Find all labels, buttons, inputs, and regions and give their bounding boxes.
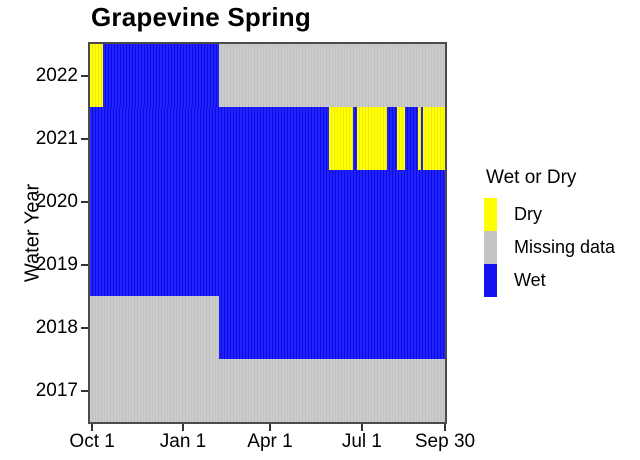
- heatmap-segment: [90, 170, 445, 233]
- y-tick: [81, 389, 88, 392]
- legend-swatch: [484, 231, 497, 264]
- x-tick: [268, 424, 271, 431]
- heatmap-row-2020: [90, 170, 445, 233]
- heatmap-row-2022: [90, 44, 445, 107]
- x-tick: [91, 424, 94, 431]
- heatmap-segment: [90, 44, 104, 107]
- heatmap-segment: [90, 107, 329, 170]
- legend-item-label: Dry: [514, 204, 542, 224]
- heatmap-segment: [404, 107, 419, 170]
- y-tick: [81, 263, 88, 266]
- y-tick: [81, 200, 88, 203]
- y-tick-label: 2019: [35, 253, 78, 275]
- x-tick-label: Jan 1: [159, 431, 207, 452]
- legend-item: Dry: [484, 198, 615, 231]
- heatmap-segment: [421, 107, 423, 170]
- plot-panel: [88, 42, 447, 424]
- y-tick: [81, 74, 88, 77]
- heatmap-segment: [103, 44, 219, 107]
- heatmap-segment: [418, 107, 422, 170]
- heatmap-segment: [396, 107, 405, 170]
- legend-swatch: [484, 198, 497, 231]
- heatmap-row-2017: [90, 359, 445, 422]
- y-tick: [81, 137, 88, 140]
- x-tick-label: Apr 1: [247, 431, 293, 452]
- y-tick-label: 2022: [35, 64, 78, 86]
- legend-item-label: Missing data: [514, 237, 616, 257]
- x-tick: [444, 424, 446, 431]
- y-tick-label: 2021: [35, 127, 78, 149]
- heatmap-segment: [386, 107, 397, 170]
- heatmap-segment: [90, 233, 445, 296]
- legend-items: Dry Missing data Wet: [484, 198, 615, 297]
- x-tick: [360, 424, 363, 431]
- y-tick-label: 2020: [35, 190, 78, 212]
- heatmap-segment: [90, 359, 445, 422]
- heatmap-segment: [328, 107, 354, 170]
- heatmap-row-2019: [90, 233, 445, 296]
- heatmap-segment: [422, 107, 445, 170]
- heatmap-row-2018: [90, 296, 445, 359]
- y-tick: [81, 326, 88, 329]
- legend: Wet or Dry Dry Missing data Wet: [484, 167, 615, 297]
- legend-swatch: [484, 264, 497, 297]
- x-tick-label: Jul 1: [341, 431, 382, 452]
- y-tick-label: 2017: [35, 379, 78, 401]
- legend-item-label: Wet: [514, 270, 546, 290]
- heatmap-segment: [218, 296, 445, 359]
- heatmap-segment: [90, 296, 219, 359]
- x-tick-label: Sep 30: [414, 431, 476, 452]
- heatmap-segment: [353, 107, 357, 170]
- legend-item: Wet: [484, 264, 615, 297]
- x-tick-label: Oct 1: [69, 431, 115, 452]
- legend-item: Missing data: [484, 231, 615, 264]
- y-tick-label: 2018: [35, 316, 78, 338]
- heatmap-segment: [218, 44, 445, 107]
- x-tick: [182, 424, 184, 431]
- chart-title: Grapevine Spring: [91, 2, 311, 32]
- legend-title: Wet or Dry: [486, 167, 577, 188]
- heatmap-segment: [356, 107, 387, 170]
- heatmap-row-2021: [90, 107, 445, 170]
